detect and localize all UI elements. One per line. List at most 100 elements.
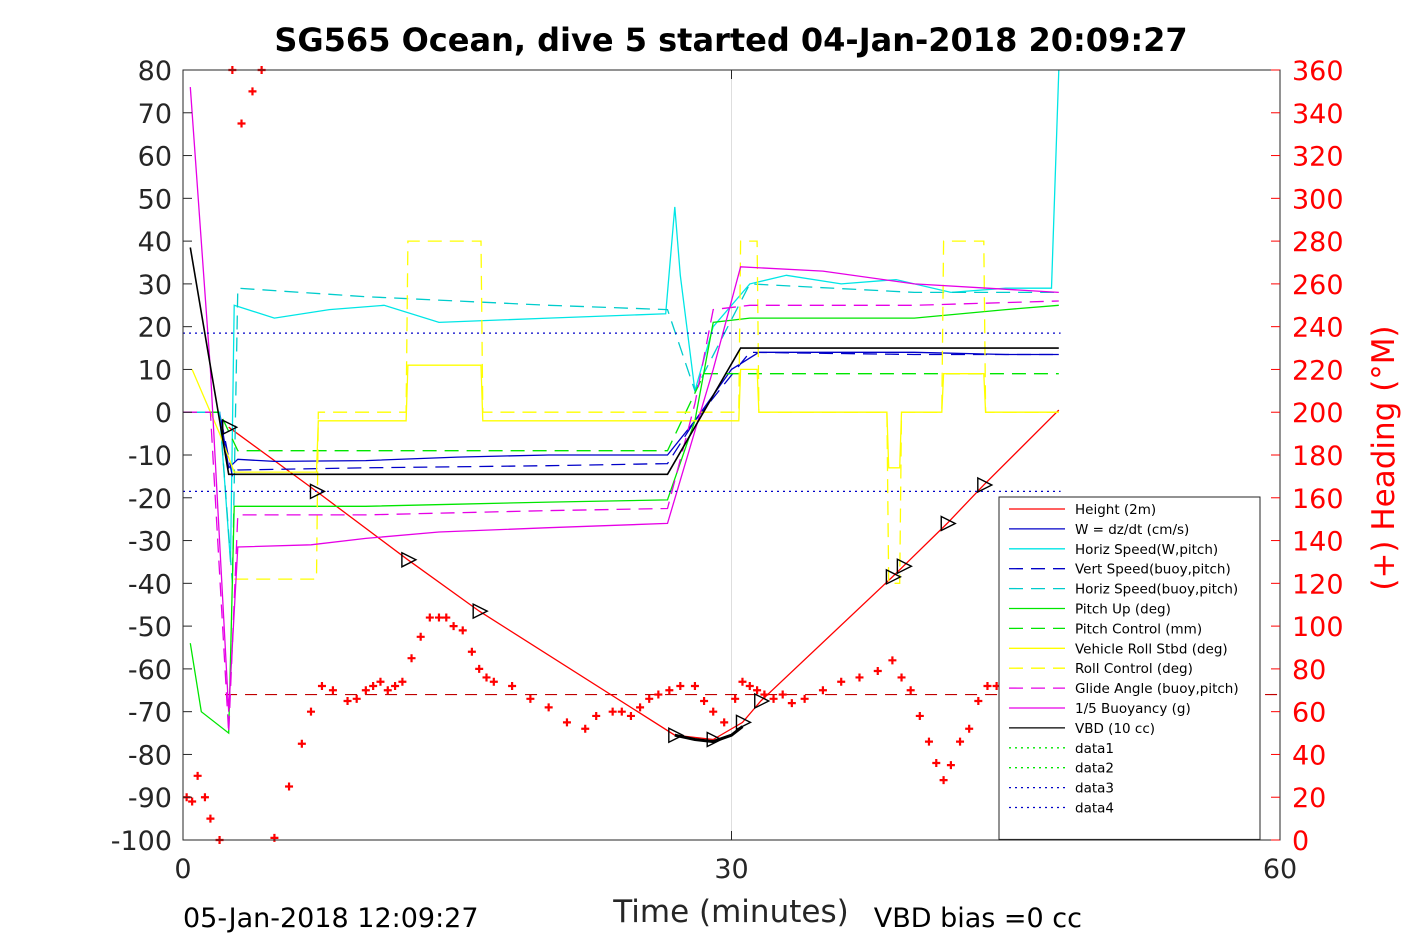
series-line-4 bbox=[183, 283, 1059, 584]
y-right-tick-label-5: 260 bbox=[1292, 270, 1344, 301]
heading-point-3 bbox=[200, 793, 209, 802]
x-tick-label-2: 60 bbox=[1263, 854, 1297, 885]
heading-point-40 bbox=[592, 711, 601, 720]
legend-label-0: Height (2m) bbox=[1075, 502, 1156, 518]
legend-label-10: 1/5 Buoyancy (g) bbox=[1075, 701, 1191, 717]
x-tick-label-0: 0 bbox=[174, 854, 191, 885]
heading-point-31 bbox=[467, 647, 476, 656]
heading-point-64 bbox=[855, 673, 864, 682]
series-line-3 bbox=[183, 351, 1059, 478]
y-tick-label-4: 40 bbox=[138, 227, 172, 258]
heading-point-61 bbox=[800, 694, 809, 703]
heading-point-51 bbox=[709, 707, 718, 716]
heading-point-69 bbox=[915, 711, 924, 720]
y-tick-label-0: 80 bbox=[138, 56, 172, 87]
series-line-8 bbox=[234, 240, 1059, 584]
heading-point-73 bbox=[946, 761, 955, 770]
heading-point-60 bbox=[787, 699, 796, 708]
heading-point-16 bbox=[343, 696, 352, 705]
heading-point-33 bbox=[482, 673, 491, 682]
footer-vbd-bias: VBD bias =0 cc bbox=[874, 903, 1082, 934]
y-right-tick-label-7: 220 bbox=[1292, 355, 1344, 386]
heading-point-75 bbox=[965, 724, 974, 733]
position-marker-0 bbox=[222, 419, 239, 436]
heading-point-39 bbox=[581, 724, 590, 733]
y-right-tick-label-16: 40 bbox=[1292, 740, 1326, 771]
y-right-tick-label-18: 0 bbox=[1292, 826, 1309, 857]
y-tick-label-15: -70 bbox=[128, 698, 172, 729]
marker-layer bbox=[222, 419, 994, 748]
heading-point-7 bbox=[237, 119, 246, 128]
heading-point-45 bbox=[645, 694, 654, 703]
heading-point-27 bbox=[434, 613, 443, 622]
heading-point-72 bbox=[939, 776, 948, 785]
heading-point-74 bbox=[956, 737, 965, 746]
position-marker-8 bbox=[885, 568, 902, 586]
y-tick-label-11: -30 bbox=[128, 527, 172, 558]
y-right-tick-label-1: 340 bbox=[1292, 99, 1344, 130]
legend-label-11: VBD (10 cc) bbox=[1075, 721, 1155, 737]
legend-label-13: data2 bbox=[1075, 761, 1114, 777]
position-marker-7 bbox=[754, 692, 771, 710]
legend-label-6: Pitch Control (mm) bbox=[1075, 621, 1202, 637]
heading-point-28 bbox=[442, 613, 451, 622]
series-line-10 bbox=[189, 87, 1059, 712]
series-line-5 bbox=[189, 304, 1059, 735]
heading-point-30 bbox=[458, 626, 467, 635]
heading-point-68 bbox=[906, 686, 915, 695]
heading-point-35 bbox=[508, 682, 517, 690]
y-tick-label-16: -80 bbox=[128, 740, 172, 771]
legend-label-5: Pitch Up (deg) bbox=[1075, 602, 1171, 618]
tick-layer: 80706050403020100-10-20-30-40-50-60-70-8… bbox=[111, 56, 1344, 885]
heading-point-66 bbox=[888, 656, 897, 665]
y-right-tick-label-3: 300 bbox=[1292, 184, 1344, 215]
heading-point-43 bbox=[626, 711, 635, 720]
footer-start-time: 05-Jan-2018 12:09:27 bbox=[183, 903, 479, 934]
heading-point-34 bbox=[489, 677, 498, 686]
y-right-tick-label-10: 160 bbox=[1292, 484, 1344, 515]
y-tick-label-12: -40 bbox=[128, 569, 172, 600]
y-tick-label-6: 20 bbox=[138, 313, 172, 344]
heading-point-36 bbox=[526, 694, 535, 703]
heading-point-26 bbox=[425, 613, 434, 622]
heading-point-71 bbox=[932, 759, 941, 767]
heading-point-14 bbox=[317, 682, 326, 690]
y-tick-label-13: -50 bbox=[128, 612, 172, 643]
heading-point-38 bbox=[562, 718, 571, 727]
heading-point-32 bbox=[475, 664, 484, 673]
position-marker-4 bbox=[668, 727, 685, 744]
heading-point-49 bbox=[690, 682, 699, 690]
heading-point-67 bbox=[897, 673, 906, 682]
y-tick-label-5: 30 bbox=[138, 270, 172, 301]
heading-point-19 bbox=[369, 682, 378, 690]
heading-point-18 bbox=[361, 686, 370, 695]
y-right-tick-label-9: 180 bbox=[1292, 441, 1344, 472]
heading-point-11 bbox=[285, 782, 294, 791]
heading-point-77 bbox=[983, 682, 992, 690]
y-tick-label-9: -10 bbox=[128, 441, 172, 472]
y-right-tick-label-11: 140 bbox=[1292, 527, 1344, 558]
legend-label-8: Roll Control (deg) bbox=[1075, 661, 1193, 677]
position-marker-11 bbox=[977, 476, 994, 494]
heading-point-62 bbox=[818, 686, 827, 695]
heading-point-15 bbox=[328, 686, 337, 695]
heading-point-55 bbox=[745, 682, 754, 690]
x-axis-label: Time (minutes) bbox=[612, 894, 848, 930]
y-tick-label-1: 70 bbox=[138, 99, 172, 130]
heading-layer bbox=[182, 66, 1001, 844]
y-tick-label-10: -20 bbox=[128, 484, 172, 515]
position-marker-10 bbox=[940, 515, 957, 532]
position-marker-9 bbox=[896, 558, 913, 575]
heading-point-10 bbox=[270, 833, 279, 842]
y-right-tick-label-2: 320 bbox=[1292, 142, 1344, 173]
y-tick-label-18: -100 bbox=[111, 826, 172, 857]
heading-point-63 bbox=[837, 677, 846, 686]
series-line-9 bbox=[183, 300, 1059, 734]
y-right-tick-label-12: 120 bbox=[1292, 569, 1344, 600]
legend-label-4: Horiz Speed(buoy,pitch) bbox=[1075, 582, 1238, 598]
y-tick-label-2: 60 bbox=[138, 142, 172, 173]
heading-point-42 bbox=[617, 707, 626, 716]
series-layer bbox=[183, 69, 1061, 744]
heading-point-41 bbox=[608, 707, 617, 716]
